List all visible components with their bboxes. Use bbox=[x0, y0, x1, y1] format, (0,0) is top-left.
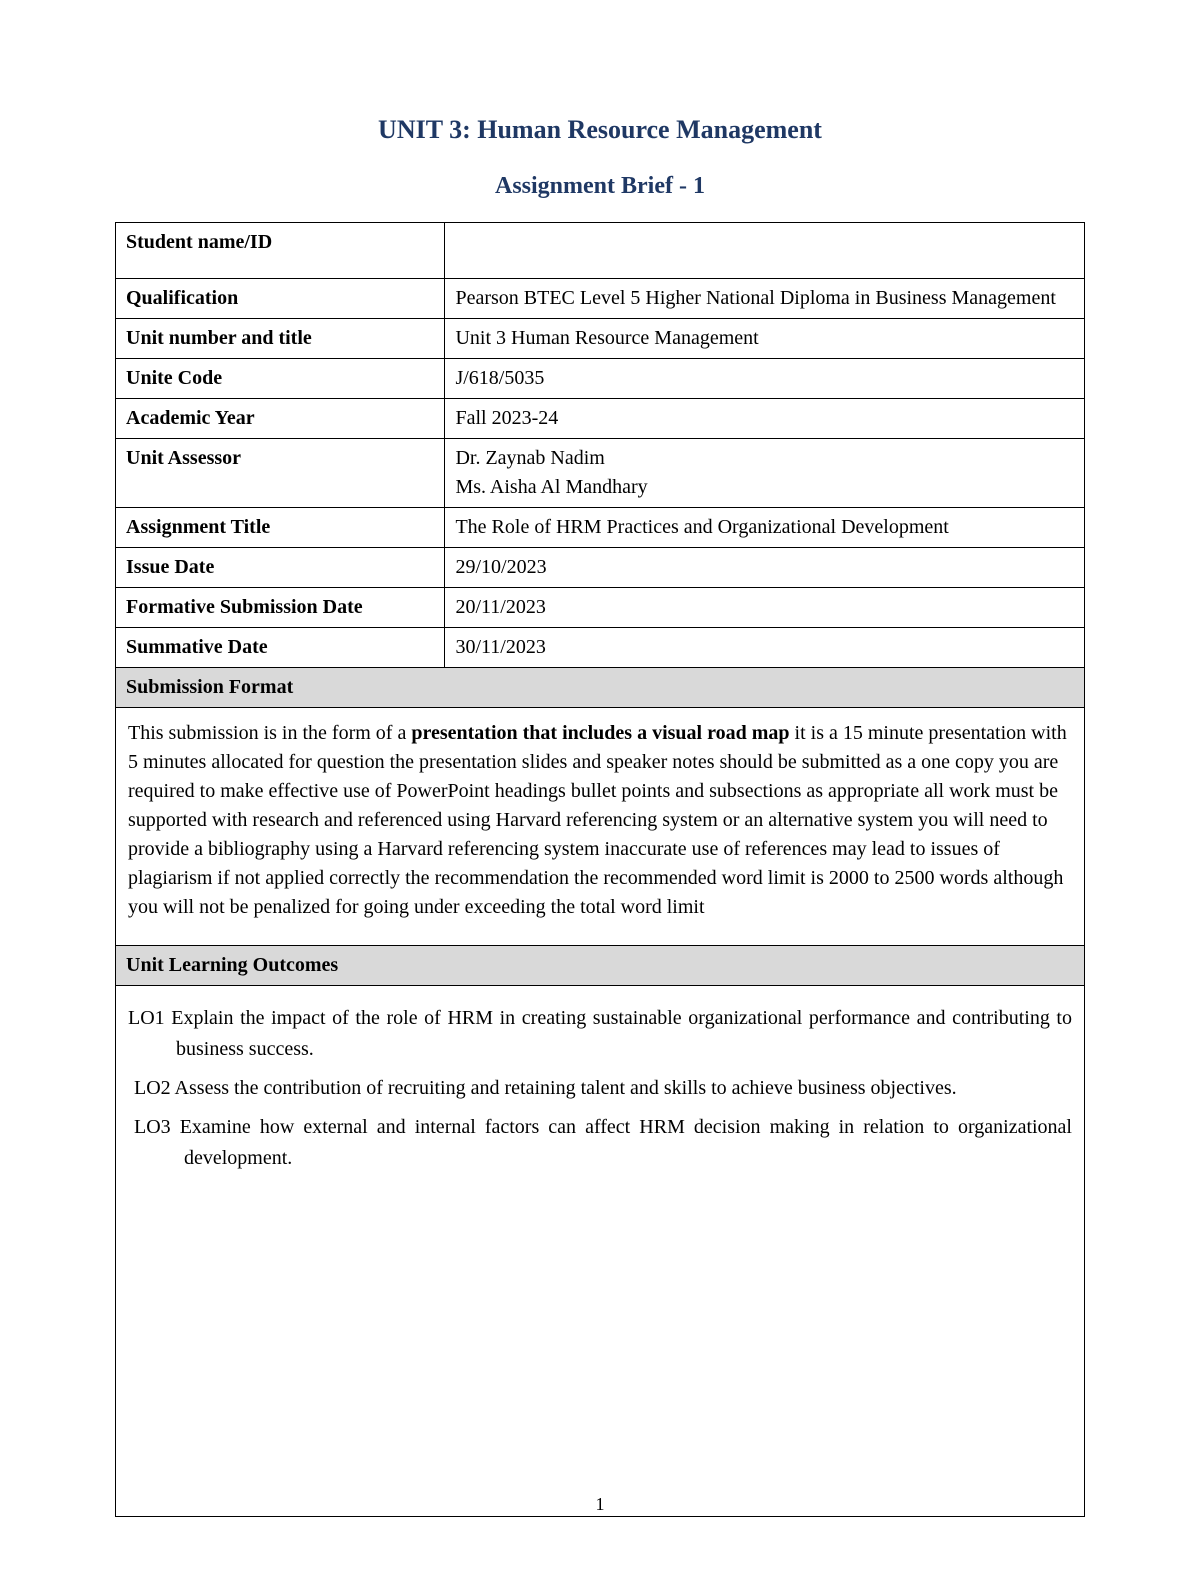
formative-date-value: 20/11/2023 bbox=[445, 588, 1085, 628]
table-row: Submission Format bbox=[116, 668, 1085, 708]
submission-post: it is a 15 minute presentation with 5 mi… bbox=[128, 722, 1067, 918]
document-title: UNIT 3: Human Resource Management bbox=[115, 115, 1085, 145]
assignment-brief-table: Student name/ID Qualification Pearson BT… bbox=[115, 222, 1085, 1517]
table-row: Assignment Title The Role of HRM Practic… bbox=[116, 508, 1085, 548]
table-row: Unite Code J/618/5035 bbox=[116, 359, 1085, 399]
table-row: Unit Learning Outcomes bbox=[116, 946, 1085, 986]
student-id-label: Student name/ID bbox=[116, 223, 445, 279]
table-row: Formative Submission Date 20/11/2023 bbox=[116, 588, 1085, 628]
table-row: Qualification Pearson BTEC Level 5 Highe… bbox=[116, 279, 1085, 319]
summative-date-label: Summative Date bbox=[116, 628, 445, 668]
unit-title-value: Unit 3 Human Resource Management bbox=[445, 319, 1085, 359]
learning-outcomes-block: LO1 Explain the impact of the role of HR… bbox=[126, 991, 1074, 1511]
table-row: Academic Year Fall 2023-24 bbox=[116, 399, 1085, 439]
table-row: Unit Assessor Dr. Zaynab Nadim Ms. Aisha… bbox=[116, 439, 1085, 508]
learning-outcomes-header: Unit Learning Outcomes bbox=[116, 946, 1085, 986]
lo3-text: LO3 Examine how external and internal fa… bbox=[128, 1112, 1072, 1174]
table-row: LO1 Explain the impact of the role of HR… bbox=[116, 986, 1085, 1517]
page-number: 1 bbox=[0, 1494, 1200, 1515]
table-row: Student name/ID bbox=[116, 223, 1085, 279]
assignment-title-value: The Role of HRM Practices and Organizati… bbox=[445, 508, 1085, 548]
assessor-value: Dr. Zaynab Nadim Ms. Aisha Al Mandhary bbox=[445, 439, 1085, 508]
assessor-line-1: Dr. Zaynab Nadim bbox=[455, 444, 1074, 473]
academic-year-label: Academic Year bbox=[116, 399, 445, 439]
qualification-value: Pearson BTEC Level 5 Higher National Dip… bbox=[445, 279, 1085, 319]
submission-format-text: This submission is in the form of a pres… bbox=[126, 713, 1074, 940]
submission-pre: This submission is in the form of a bbox=[128, 722, 411, 744]
table-row: Issue Date 29/10/2023 bbox=[116, 548, 1085, 588]
unit-code-label: Unite Code bbox=[116, 359, 445, 399]
issue-date-label: Issue Date bbox=[116, 548, 445, 588]
student-id-value bbox=[445, 223, 1085, 279]
lo2-text: LO2 Assess the contribution of recruitin… bbox=[128, 1073, 1072, 1104]
unit-code-value: J/618/5035 bbox=[445, 359, 1085, 399]
learning-outcomes-cell: LO1 Explain the impact of the role of HR… bbox=[116, 986, 1085, 1517]
issue-date-value: 29/10/2023 bbox=[445, 548, 1085, 588]
assessor-label: Unit Assessor bbox=[116, 439, 445, 508]
summative-date-value: 30/11/2023 bbox=[445, 628, 1085, 668]
submission-format-cell: This submission is in the form of a pres… bbox=[116, 708, 1085, 946]
assignment-title-label: Assignment Title bbox=[116, 508, 445, 548]
assessor-line-2: Ms. Aisha Al Mandhary bbox=[455, 473, 1074, 502]
academic-year-value: Fall 2023-24 bbox=[445, 399, 1085, 439]
lo1-text: LO1 Explain the impact of the role of HR… bbox=[128, 1003, 1072, 1065]
table-row: This submission is in the form of a pres… bbox=[116, 708, 1085, 946]
formative-date-label: Formative Submission Date bbox=[116, 588, 445, 628]
table-row: Summative Date 30/11/2023 bbox=[116, 628, 1085, 668]
document-page: UNIT 3: Human Resource Management Assign… bbox=[0, 0, 1200, 1577]
submission-bold: presentation that includes a visual road… bbox=[411, 722, 789, 744]
qualification-label: Qualification bbox=[116, 279, 445, 319]
table-row: Unit number and title Unit 3 Human Resou… bbox=[116, 319, 1085, 359]
submission-format-header: Submission Format bbox=[116, 668, 1085, 708]
unit-title-label: Unit number and title bbox=[116, 319, 445, 359]
document-subtitle: Assignment Brief - 1 bbox=[115, 173, 1085, 200]
